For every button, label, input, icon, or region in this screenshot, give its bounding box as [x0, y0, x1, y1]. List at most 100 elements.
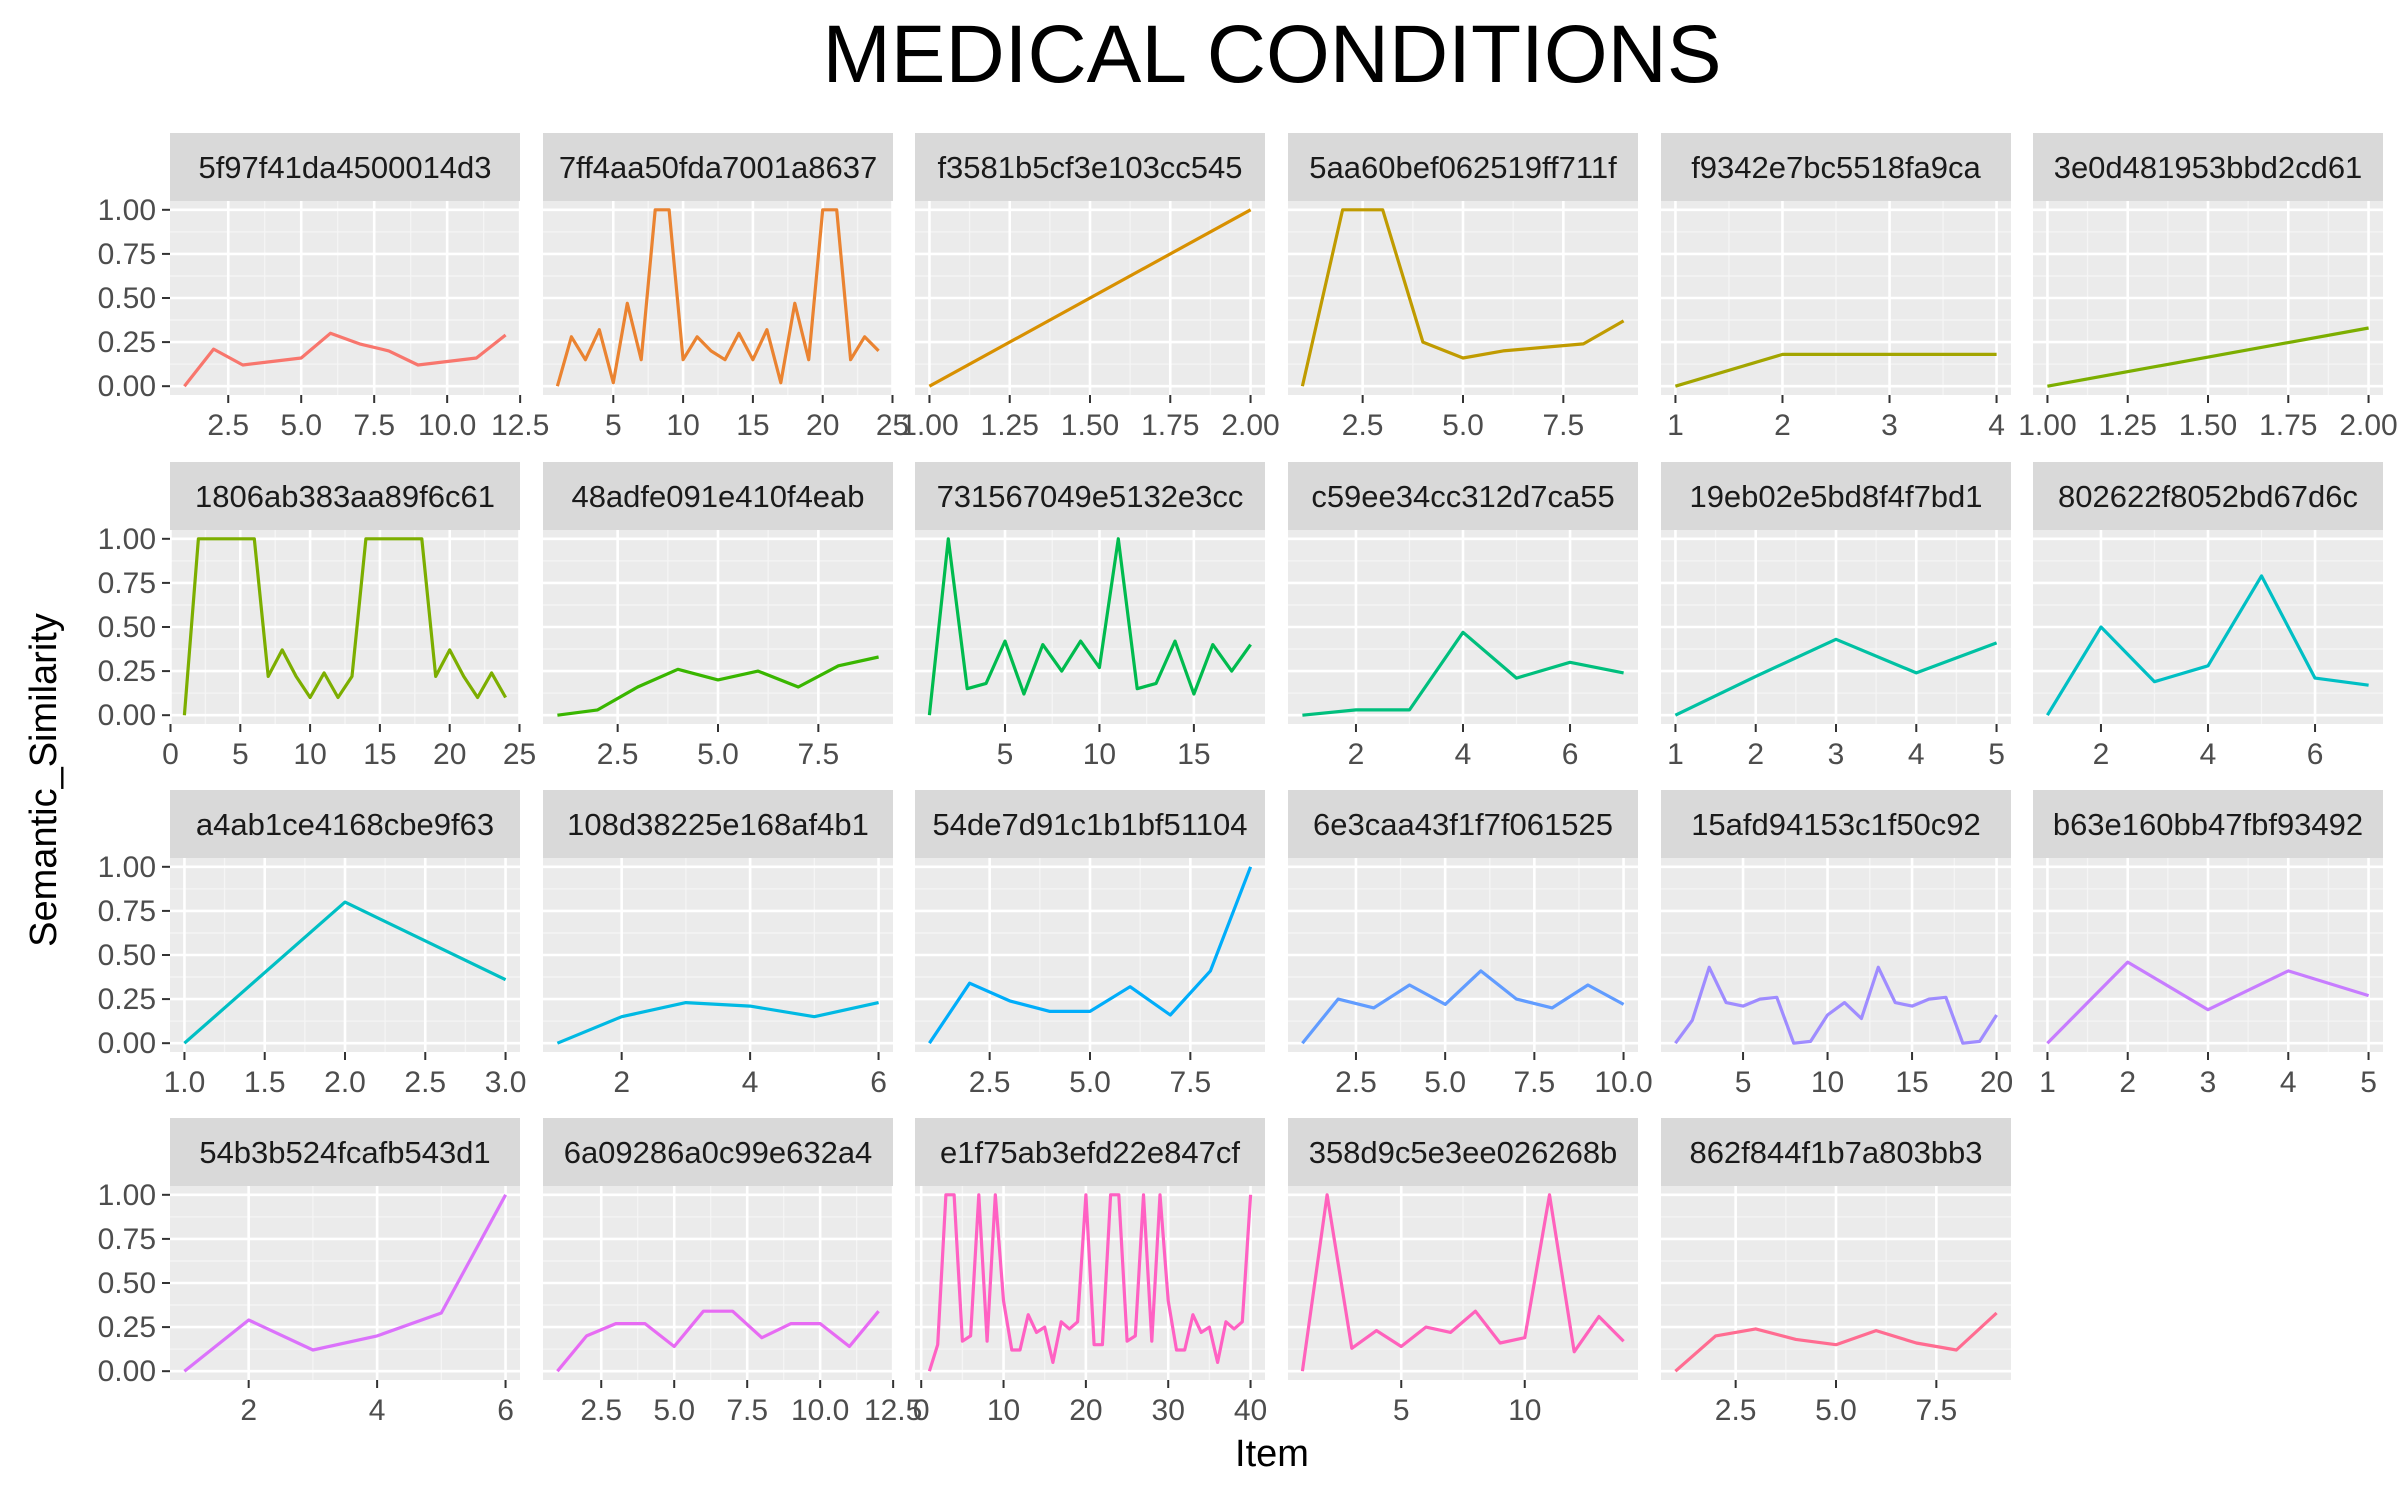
- y-tick-label: 0.00: [98, 370, 156, 403]
- x-tick-label: 2.5: [597, 738, 639, 771]
- x-tick-label: 5.0: [1069, 1066, 1111, 1099]
- facet-label: f9342e7bc5518fa9ca: [1691, 150, 1981, 185]
- x-tick-label: 6: [2307, 738, 2324, 771]
- x-tick-label: 10.0: [791, 1394, 849, 1427]
- x-tick-label: 3: [2200, 1066, 2217, 1099]
- x-tick-label: 2.5: [969, 1066, 1011, 1099]
- facet-panel: 7ff4aa50fda7001a8637 5 10 15 20 25: [543, 133, 909, 442]
- facet-panel: 15afd94153c1f50c92 5 10 15 20: [1661, 790, 2013, 1099]
- facet-panel: 48adfe091e410f4eab 2.5 5.0 7.5: [543, 462, 893, 771]
- facet-label: 48adfe091e410f4eab: [571, 479, 864, 514]
- x-tick-label: 0: [913, 1394, 930, 1427]
- x-tick-label: 20: [433, 738, 466, 771]
- facet-label: c59ee34cc312d7ca55: [1311, 479, 1614, 514]
- x-tick-label: 2: [2093, 738, 2110, 771]
- x-tick-label: 6: [870, 1066, 887, 1099]
- series-line: [1674, 352, 1997, 388]
- series-line: [183, 331, 507, 388]
- x-tick-label: 0: [162, 738, 179, 771]
- x-tick-label: 20: [1069, 1394, 1102, 1427]
- facet-strip: [543, 1118, 893, 1186]
- series-line: [556, 1309, 880, 1373]
- x-tick-label: 10.0: [1594, 1066, 1652, 1099]
- facet-panel: 19eb02e5bd8f4f7bd1 1 2 3 4 5: [1661, 462, 2011, 771]
- facet-strip: [2033, 133, 2383, 201]
- facet-panel: a4ab1ce4168cbe9f63 1.0 1.5 2.0 2.5 3.0 0.00 0.2…: [98, 790, 527, 1099]
- x-tick-label: 5: [1393, 1394, 1410, 1427]
- x-tick-label: 15: [736, 409, 769, 442]
- facet-label: 54de7d91c1b1bf51104: [933, 807, 1248, 842]
- x-tick-label: 4: [2280, 1066, 2297, 1099]
- x-tick-label: 7.5: [353, 409, 395, 442]
- x-tick-label: 1.5: [244, 1066, 286, 1099]
- facet-strip: [170, 462, 520, 530]
- facet-panel: 5aa60bef062519ff711f 2.5 5.0 7.5: [1288, 133, 1638, 442]
- series-line: [927, 1193, 1253, 1372]
- series-line: [555, 208, 880, 387]
- facet-panel: 5f97f41da4500014d3 2.5 5.0 7.5 10.0 12.5 0.00 0…: [98, 133, 549, 442]
- x-tick-label: 5: [1988, 738, 2005, 771]
- y-tick-label: 0.50: [98, 939, 156, 972]
- y-tick-label: 0.00: [98, 1027, 156, 1060]
- x-tick-label: 4: [2200, 738, 2217, 771]
- facet-strip: [1661, 790, 2011, 858]
- series-line: [1674, 965, 1998, 1045]
- x-tick-label: 2.5: [207, 409, 249, 442]
- y-tick-label: 0.50: [98, 611, 156, 644]
- x-tick-label: 2.5: [580, 1394, 622, 1427]
- series-line: [927, 537, 1252, 716]
- facet-strip: [915, 790, 1265, 858]
- facet-strip: [543, 133, 893, 201]
- x-tick-label: 2: [1774, 409, 1791, 442]
- x-tick-label: 5.0: [697, 738, 739, 771]
- facet-label: 6a09286a0c99e632a4: [564, 1135, 873, 1170]
- x-tick-label: 2: [1348, 738, 1365, 771]
- x-tick-label: 25: [876, 409, 909, 442]
- facet-label: 862f844f1b7a803bb3: [1689, 1135, 1982, 1170]
- series-line: [2046, 960, 2370, 1045]
- facet-strip: [915, 133, 1265, 201]
- series-line: [1301, 969, 1625, 1045]
- facet-label: 7ff4aa50fda7001a8637: [559, 150, 877, 185]
- series-line: [1302, 630, 1624, 717]
- facet-label: 108d38225e168af4b1: [567, 807, 869, 842]
- facet-panel: 3e0d481953bbd2cd61 1.00 1.25 1.50 1.75 2.00: [2018, 133, 2398, 442]
- facet-strip: [1661, 133, 2011, 201]
- series-line: [557, 655, 879, 717]
- x-tick-label: 5: [232, 738, 249, 771]
- facet-label: a4ab1ce4168cbe9f63: [196, 807, 494, 842]
- x-tick-label: 25: [503, 738, 536, 771]
- series-line: [183, 1194, 508, 1373]
- x-tick-label: 1: [1667, 738, 1684, 771]
- facet-label: f3581b5cf3e103cc545: [937, 150, 1242, 185]
- facet-label: b63e160bb47fbf93492: [2053, 807, 2363, 842]
- y-tick-label: 0.75: [98, 1223, 156, 1256]
- x-tick-label: 2.5: [1335, 1066, 1377, 1099]
- facet-panel: b63e160bb47fbf93492 1 2 3 4 5: [2033, 790, 2383, 1099]
- x-tick-label: 7.5: [797, 738, 839, 771]
- x-tick-label: 3: [1828, 738, 1845, 771]
- x-tick-label: 2: [613, 1066, 630, 1099]
- facet-strip: [543, 790, 893, 858]
- x-axis-title: Item: [1235, 1433, 1309, 1475]
- x-tick-label: 1: [1667, 409, 1684, 442]
- y-tick-label: 0.25: [98, 655, 156, 688]
- x-tick-label: 10: [1811, 1066, 1844, 1099]
- facet-strip: [1288, 133, 1638, 201]
- facet-panel: f3581b5cf3e103cc545 1.00 1.25 1.50 1.75 2.00: [900, 133, 1280, 442]
- x-tick-label: 3.0: [485, 1066, 527, 1099]
- x-tick-label: 30: [1152, 1394, 1185, 1427]
- x-tick-label: 1.00: [900, 409, 958, 442]
- facet-label: 15afd94153c1f50c92: [1691, 807, 1981, 842]
- y-tick-label: 0.75: [98, 238, 156, 271]
- x-tick-label: 7.5: [1513, 1066, 1555, 1099]
- series-line: [1674, 1311, 1998, 1373]
- x-tick-label: 1.50: [1061, 409, 1119, 442]
- x-tick-label: 10: [666, 409, 699, 442]
- facet-panel: 862f844f1b7a803bb3 2.5 5.0 7.5: [1661, 1118, 2011, 1427]
- x-tick-label: 7.5: [1915, 1394, 1957, 1427]
- x-tick-label: 5: [605, 409, 622, 442]
- x-tick-label: 12.5: [864, 1394, 922, 1427]
